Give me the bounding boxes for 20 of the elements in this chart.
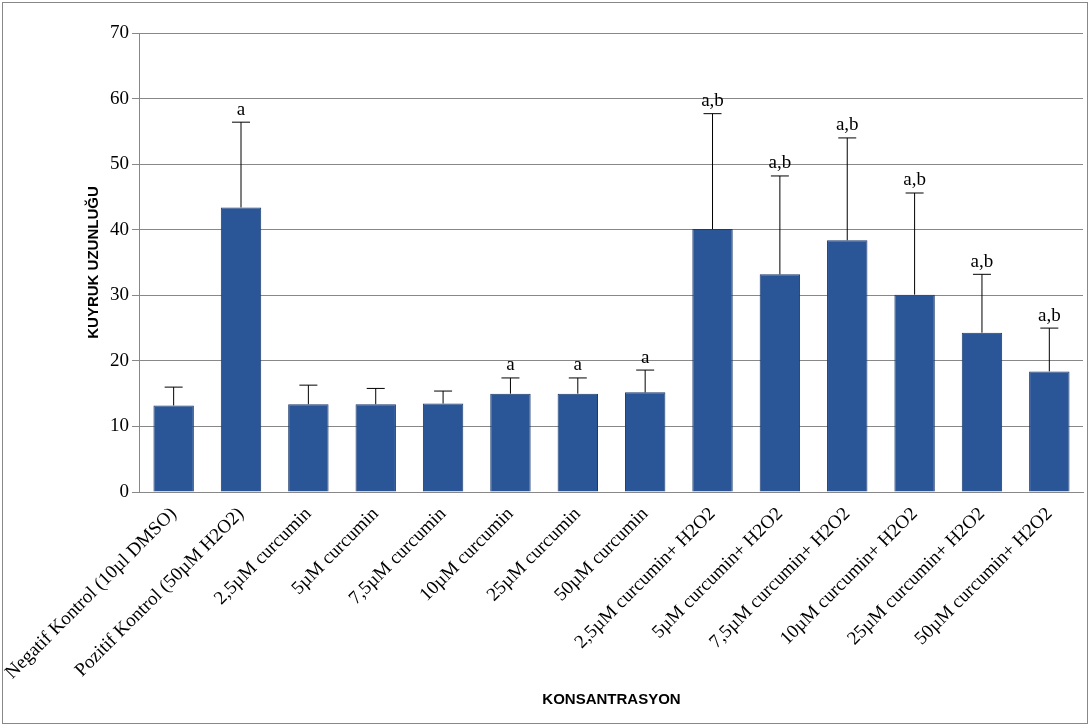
y-tick-label: 40 [109,217,129,239]
annotation: a,b [970,249,994,271]
y-axis-title: KUYRUK UZUNLUĞU [84,186,102,339]
y-tick-label: 50 [109,152,129,174]
annotation: a [506,353,516,375]
annotation: a [640,345,650,367]
annotation: a,b [768,151,792,173]
y-tick-label: 20 [109,348,129,370]
y-tick-label: 30 [109,283,129,305]
y-tick-label: 60 [109,86,129,108]
x-axis-title: KONSANTRASYON [542,690,681,708]
y-tick-label: 0 [119,480,129,502]
annotation: a [573,353,583,375]
annotation: a,b [835,113,859,135]
annotation: a,b [1037,303,1061,325]
annotation: a,b [701,89,724,111]
annotation: a [236,97,246,119]
y-tick-label: 70 [109,20,129,42]
annotation: a,b [903,168,926,190]
y-tick-label: 10 [109,414,129,436]
